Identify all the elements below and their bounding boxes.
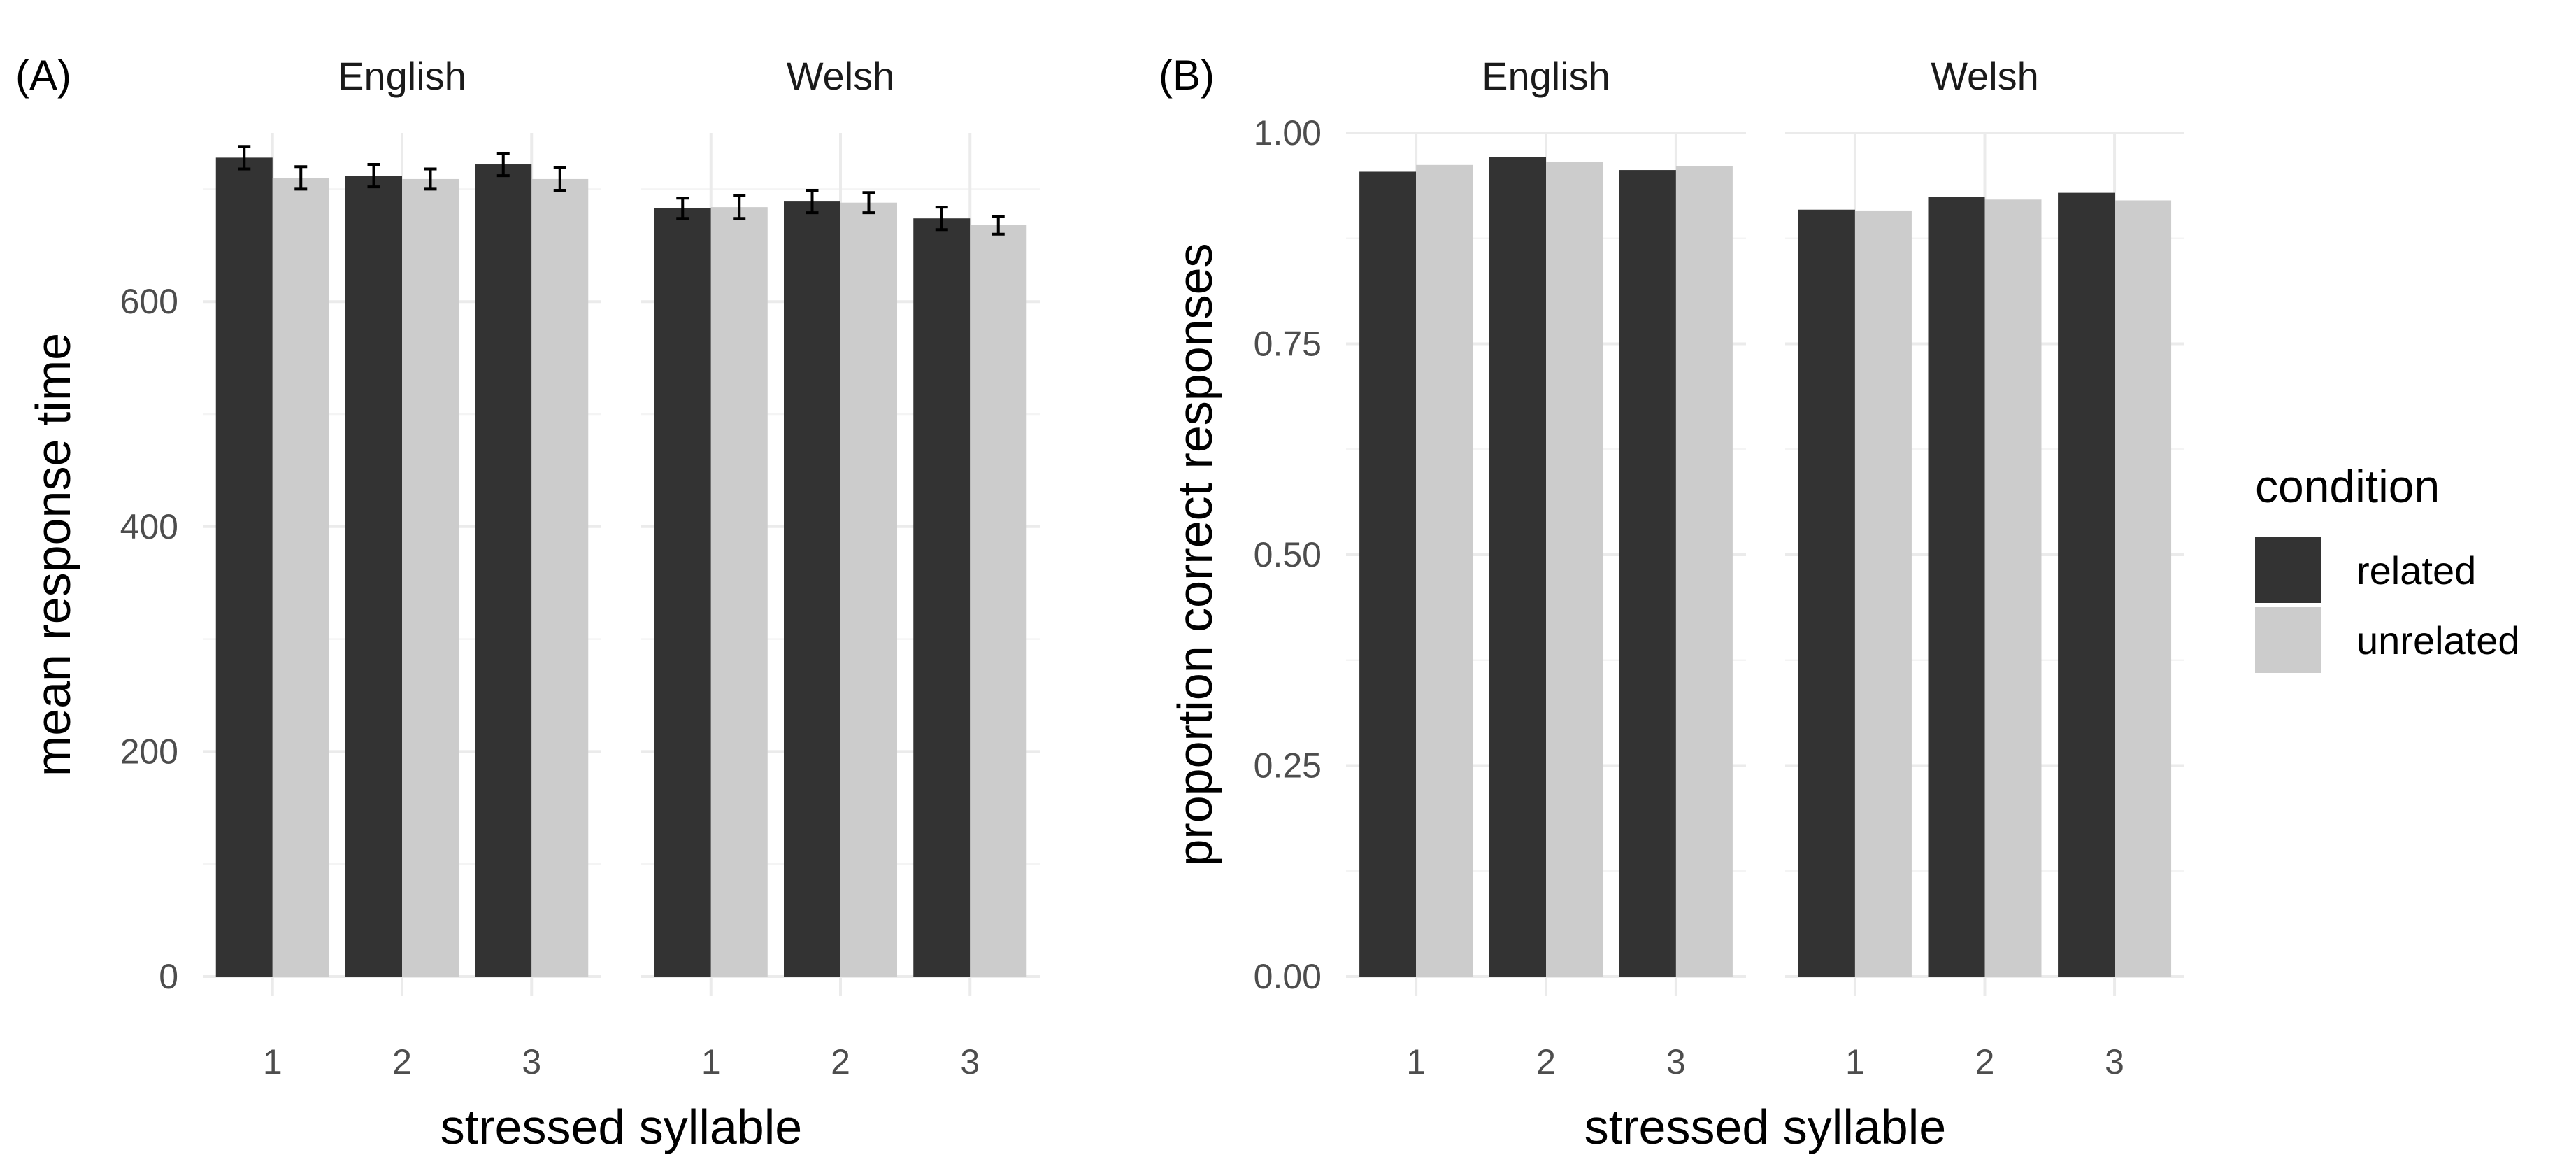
bar-unrelated-welsh-3 bbox=[970, 225, 1027, 977]
x-tick-label: 3 bbox=[1666, 1042, 1686, 1081]
x-tick-label: 3 bbox=[960, 1042, 980, 1081]
x-tick-label: 3 bbox=[2105, 1042, 2124, 1081]
legend: condition related unrelated bbox=[2255, 460, 2520, 673]
y-tick-label: 0.25 bbox=[1254, 746, 1322, 786]
bar-unrelated-welsh-1 bbox=[1854, 210, 1912, 977]
panel-label: (B) bbox=[1159, 52, 1215, 99]
facet-strip-label: Welsh bbox=[787, 54, 895, 98]
y-tick-label: 0.75 bbox=[1254, 325, 1322, 364]
bar-unrelated-english-3 bbox=[1675, 166, 1733, 977]
x-tick-label: 1 bbox=[701, 1042, 721, 1081]
x-tick-label: 1 bbox=[1845, 1042, 1865, 1081]
y-axis-title: proportion correct responses bbox=[1168, 243, 1222, 867]
error-bar-unrelated-welsh-3 bbox=[992, 214, 1005, 236]
x-tick-label: 2 bbox=[392, 1042, 412, 1081]
x-tick-label: 1 bbox=[1406, 1042, 1426, 1081]
y-tick-label: 0.50 bbox=[1254, 535, 1322, 574]
bar-unrelated-english-1 bbox=[1416, 164, 1473, 977]
facet-strip-label: English bbox=[1482, 54, 1610, 98]
facet-english: English 1 2 3 bbox=[1346, 54, 1746, 1081]
facet-welsh: Welsh 1 2 3 bbox=[641, 54, 1040, 1081]
error-bar-related-welsh-3 bbox=[935, 206, 948, 232]
panel-a-response-time-chart: (A) English 1 2 3 Welsh 1 2 3 0 200 400 600 stressed … bbox=[15, 52, 1040, 1154]
y-axis-title: mean response time bbox=[26, 333, 80, 776]
facet-strip-label: English bbox=[338, 54, 466, 98]
y-tick-label: 1.00 bbox=[1254, 113, 1322, 152]
bar-unrelated-english-2 bbox=[402, 178, 459, 977]
bar-unrelated-welsh-1 bbox=[710, 207, 768, 977]
x-axis-title: stressed syllable bbox=[441, 1100, 802, 1154]
panel-b-proportion-correct-chart: (B) English 1 2 3 Welsh 1 2 3 0.00 0.25 0.50 0.75 1.0… bbox=[1159, 52, 2184, 1154]
y-tick-label: 0.00 bbox=[1254, 957, 1322, 996]
bar-unrelated-english-3 bbox=[531, 178, 589, 977]
legend-swatch-unrelated bbox=[2255, 607, 2321, 673]
legend-label-unrelated: unrelated bbox=[2356, 618, 2520, 662]
facet-welsh: Welsh 1 2 3 bbox=[1785, 54, 2184, 1081]
bar-related-english-2 bbox=[345, 176, 402, 977]
bar-related-welsh-1 bbox=[654, 208, 711, 977]
y-tick-label: 0 bbox=[159, 957, 178, 996]
bar-related-english-1 bbox=[215, 157, 273, 977]
error-bar-related-english-2 bbox=[367, 163, 380, 189]
bar-related-english-1 bbox=[1359, 171, 1417, 977]
bar-unrelated-welsh-2 bbox=[840, 202, 897, 977]
error-bar-related-welsh-2 bbox=[806, 189, 819, 215]
bar-related-welsh-3 bbox=[913, 218, 971, 977]
error-bar-related-english-3 bbox=[496, 151, 510, 178]
bar-unrelated-welsh-2 bbox=[1984, 199, 2042, 977]
error-bar-unrelated-welsh-2 bbox=[862, 191, 875, 215]
facet-english: English 1 2 3 bbox=[203, 54, 601, 1081]
bar-related-welsh-2 bbox=[784, 201, 840, 977]
y-tick-label: 400 bbox=[120, 507, 178, 546]
bar-related-english-3 bbox=[1619, 170, 1676, 977]
bar-unrelated-english-2 bbox=[1546, 162, 1603, 977]
x-tick-label: 2 bbox=[831, 1042, 850, 1081]
error-bar-unrelated-english-2 bbox=[424, 167, 437, 191]
x-tick-label: 2 bbox=[1975, 1042, 1995, 1081]
panel-label: (A) bbox=[15, 52, 71, 99]
x-tick-label: 1 bbox=[263, 1042, 282, 1081]
legend-title: condition bbox=[2255, 460, 2440, 512]
facet-strip-label: Welsh bbox=[1931, 54, 2039, 98]
x-tick-label: 3 bbox=[522, 1042, 541, 1081]
legend-label-related: related bbox=[2356, 548, 2476, 592]
bar-related-welsh-1 bbox=[1798, 209, 1855, 977]
x-axis-title: stressed syllable bbox=[1584, 1100, 1946, 1154]
bar-unrelated-welsh-3 bbox=[2115, 200, 2172, 977]
bar-related-welsh-2 bbox=[1928, 197, 1985, 977]
error-bar-unrelated-english-3 bbox=[553, 166, 566, 192]
y-tick-label: 200 bbox=[120, 732, 178, 771]
y-tick-label: 600 bbox=[120, 282, 178, 321]
bar-related-welsh-3 bbox=[2058, 192, 2115, 977]
error-bar-unrelated-english-1 bbox=[294, 165, 308, 191]
bar-related-english-2 bbox=[1489, 157, 1546, 977]
bar-unrelated-english-1 bbox=[272, 178, 329, 977]
error-bar-related-english-1 bbox=[238, 145, 251, 171]
bar-related-english-3 bbox=[475, 164, 532, 977]
error-bar-related-welsh-1 bbox=[676, 197, 689, 220]
legend-swatch-related bbox=[2255, 537, 2321, 603]
x-tick-label: 2 bbox=[1536, 1042, 1556, 1081]
error-bar-unrelated-welsh-1 bbox=[733, 194, 746, 220]
